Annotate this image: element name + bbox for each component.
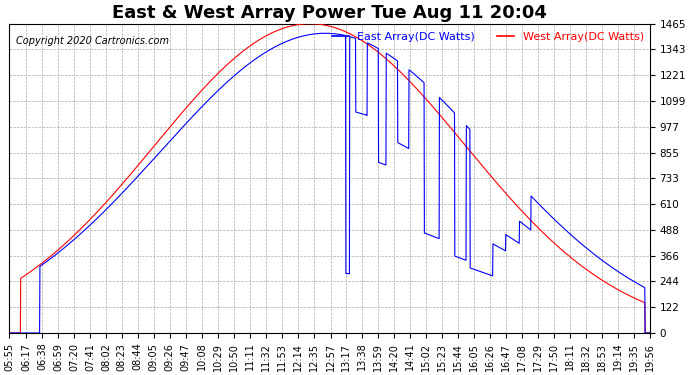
Legend: East Array(DC Watts), West Array(DC Watts): East Array(DC Watts), West Array(DC Watt… [327,28,649,47]
Title: East & West Array Power Tue Aug 11 20:04: East & West Array Power Tue Aug 11 20:04 [112,4,547,22]
Text: Copyright 2020 Cartronics.com: Copyright 2020 Cartronics.com [16,36,168,46]
